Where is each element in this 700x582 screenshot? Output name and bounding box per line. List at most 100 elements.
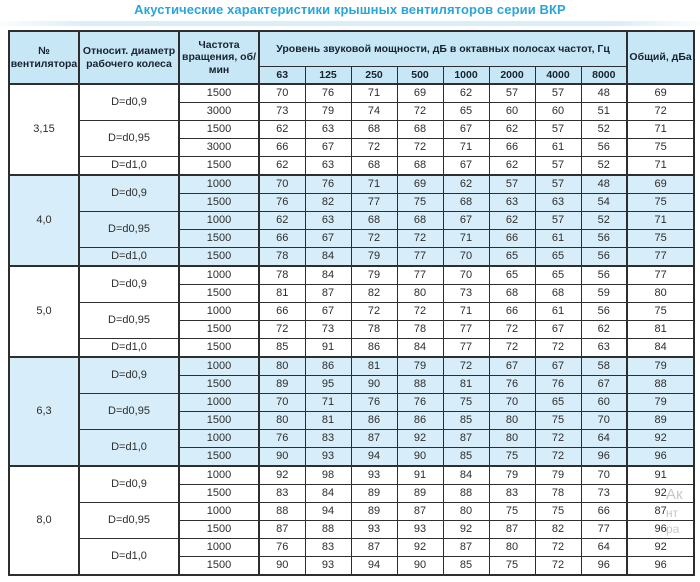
- frequency-subheader-row: 63 125 250 500 1000 2000 4000 8000: [9, 66, 694, 85]
- speed-cell: 1500: [178, 156, 260, 176]
- level-cell: 61: [534, 302, 582, 321]
- total-cell: 84: [626, 338, 696, 358]
- total-cell: 79: [626, 356, 696, 376]
- level-cell: 75: [442, 393, 490, 412]
- level-cell: 90: [350, 375, 398, 394]
- level-cell: 70: [442, 265, 490, 285]
- level-cell: 68: [488, 284, 536, 303]
- speed-cell: 1500: [178, 556, 260, 576]
- col-header-frequency: 4000: [534, 66, 582, 85]
- speed-cell: 1500: [178, 120, 260, 139]
- level-cell: 87: [258, 520, 306, 539]
- col-header-frequency: 8000: [580, 66, 628, 85]
- level-cell: 89: [258, 375, 306, 394]
- level-cell: 71: [442, 229, 490, 248]
- level-cell: 73: [580, 484, 628, 503]
- col-header-frequency: 2000: [488, 66, 536, 85]
- level-cell: 83: [304, 429, 352, 448]
- level-cell: 72: [396, 102, 444, 121]
- level-cell: 56: [580, 265, 628, 285]
- level-cell: 73: [258, 102, 306, 121]
- level-cell: 85: [258, 338, 306, 358]
- watermark-text: ра: [666, 522, 680, 537]
- level-cell: 52: [580, 120, 628, 139]
- table-row: 1500 81 87 82 80 73 68 68 59 80: [9, 284, 696, 303]
- level-cell: 72: [350, 302, 398, 321]
- level-cell: 93: [304, 556, 352, 576]
- level-cell: 90: [258, 447, 306, 467]
- level-cell: 76: [488, 375, 536, 394]
- total-cell: 92: [626, 538, 696, 557]
- table-row: D=d1,0 1500 78 84 79 77 70 65 65 56 77: [9, 247, 696, 267]
- level-cell: 66: [258, 302, 306, 321]
- level-cell: 84: [304, 265, 352, 285]
- fan-number-cell: 4,0: [8, 174, 80, 267]
- level-cell: 91: [396, 465, 444, 485]
- level-cell: 90: [258, 556, 306, 576]
- level-cell: 84: [442, 465, 490, 485]
- level-cell: 73: [304, 320, 352, 339]
- speed-cell: 1500: [178, 229, 260, 248]
- level-cell: 48: [580, 174, 628, 194]
- level-cell: 67: [534, 320, 582, 339]
- diameter-cell: D=d1,0: [78, 429, 180, 467]
- diameter-cell: D=d1,0: [78, 156, 180, 176]
- level-cell: 62: [488, 211, 536, 230]
- level-cell: 78: [258, 265, 306, 285]
- level-cell: 66: [488, 302, 536, 321]
- total-cell: 81: [626, 320, 696, 339]
- level-cell: 63: [580, 338, 628, 358]
- level-cell: 68: [442, 193, 490, 212]
- level-cell: 83: [304, 538, 352, 557]
- level-cell: 70: [442, 247, 490, 267]
- table-body: 3,15 D=d0,9 1500 70 76 71 69 62 57 57 48 69 3000 73 79…: [8, 83, 696, 576]
- speed-cell: 1000: [178, 174, 260, 194]
- level-cell: 90: [396, 447, 444, 467]
- level-cell: 71: [442, 138, 490, 157]
- table-row: 3000 66 67 72 72 71 66 61 56 75: [9, 138, 696, 157]
- table-row: 1500 83 84 89 89 88 83 78 73 92: [9, 484, 696, 503]
- watermark-text: нт: [666, 506, 679, 521]
- level-cell: 80: [396, 284, 444, 303]
- level-cell: 87: [396, 502, 444, 521]
- table-row: 1500 66 67 72 72 71 66 61 56 75: [9, 229, 696, 248]
- level-cell: 71: [350, 83, 398, 103]
- total-cell: 71: [626, 120, 696, 139]
- level-cell: 78: [350, 320, 398, 339]
- level-cell: 56: [580, 229, 628, 248]
- level-cell: 76: [350, 393, 398, 412]
- level-cell: 70: [258, 393, 306, 412]
- level-cell: 66: [488, 138, 536, 157]
- level-cell: 72: [350, 229, 398, 248]
- level-cell: 58: [580, 356, 628, 376]
- table-row: 1500 76 82 77 75 68 63 63 54 75: [9, 193, 696, 212]
- level-cell: 62: [442, 174, 490, 194]
- level-cell: 63: [488, 193, 536, 212]
- total-cell: 96: [626, 520, 696, 539]
- speed-cell: 1000: [178, 356, 260, 376]
- level-cell: 87: [488, 520, 536, 539]
- level-cell: 68: [350, 120, 398, 139]
- speed-cell: 1000: [178, 502, 260, 521]
- diameter-cell: D=d0,95: [78, 393, 180, 430]
- level-cell: 95: [304, 375, 352, 394]
- level-cell: 87: [442, 538, 490, 557]
- speed-cell: 1000: [178, 211, 260, 230]
- level-cell: 68: [396, 211, 444, 230]
- total-cell: 72: [626, 102, 696, 121]
- table-row: 8,0 D=d0,9 1000 92 98 93 91 84 79 79 70 91: [8, 465, 696, 576]
- level-cell: 76: [304, 83, 352, 103]
- level-cell: 72: [534, 429, 582, 448]
- level-cell: 87: [442, 429, 490, 448]
- level-cell: 96: [580, 556, 628, 576]
- level-cell: 94: [350, 447, 398, 467]
- col-header-sound-power-group: Уровень звуковой мощности, дБ в октавных…: [258, 30, 628, 67]
- level-cell: 83: [258, 484, 306, 503]
- level-cell: 70: [258, 83, 306, 103]
- level-cell: 86: [304, 356, 352, 376]
- page-title: Акустические характеристики крышных вент…: [134, 2, 566, 17]
- level-cell: 79: [396, 356, 444, 376]
- level-cell: 86: [396, 411, 444, 430]
- level-cell: 77: [442, 320, 490, 339]
- level-cell: 65: [488, 265, 536, 285]
